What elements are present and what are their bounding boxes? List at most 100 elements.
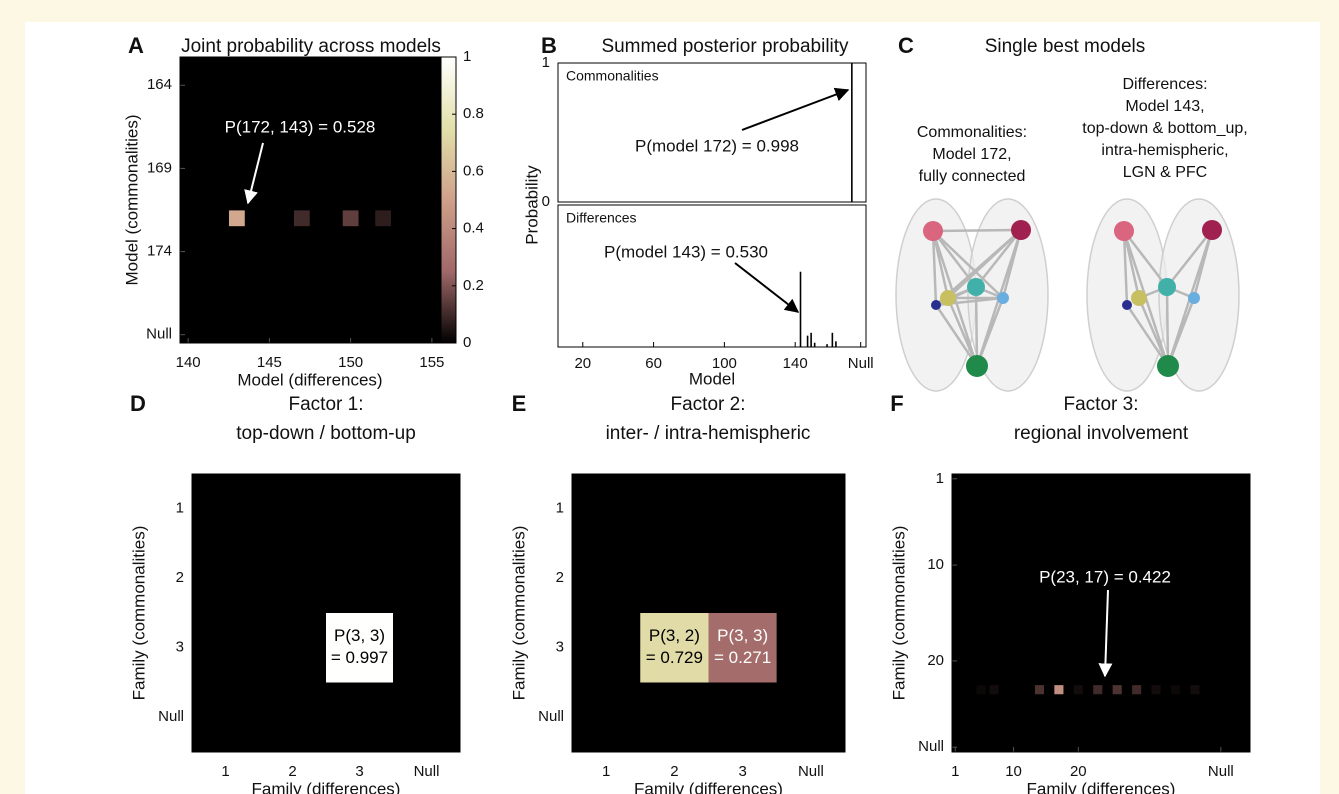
heatmap-cell	[776, 682, 845, 752]
y-axis-label: Model (commonalities)	[122, 115, 141, 286]
heatmap-cell	[393, 474, 460, 544]
heatmap-cell	[640, 682, 709, 752]
x-axis-label: Family (differences)	[252, 779, 401, 794]
heatmap-cell	[708, 613, 777, 683]
node	[1157, 355, 1179, 377]
heatmap-cell	[976, 685, 986, 695]
node	[1011, 220, 1031, 240]
x-tick-label: 10	[1005, 763, 1022, 780]
y-tick-label: 10	[927, 556, 944, 573]
x-axis-label: Family (differences)	[634, 779, 783, 794]
node	[1188, 292, 1200, 304]
heatmap-cell	[1170, 685, 1181, 695]
heatmap-cell	[192, 613, 259, 683]
colorbar-tick-label: 0	[463, 334, 471, 351]
panel-letter: B	[541, 33, 557, 58]
heatmap-cell	[776, 474, 845, 544]
panel-title: Joint probability across models	[181, 36, 441, 57]
y-axis-label: Family (commonalities)	[509, 526, 528, 701]
heatmap-cell	[1093, 685, 1103, 695]
colorbar	[440, 56, 457, 344]
y-tick-label: 169	[147, 159, 172, 176]
series-name: Commonalities	[566, 68, 659, 84]
panel-c: C Single best models Commonalities: Mode…	[895, 33, 1248, 392]
y-tick-label: 174	[147, 243, 172, 260]
y-tick-label: 3	[556, 639, 564, 656]
plot-frame	[571, 473, 846, 753]
y-tick-label: 20	[927, 652, 944, 669]
node	[997, 292, 1009, 304]
heatmap-cell	[326, 613, 393, 683]
heatmap-cell	[192, 474, 259, 544]
heatmap-cell	[1190, 685, 1200, 695]
panel-letter: D	[130, 391, 146, 416]
panel-letter: E	[512, 391, 527, 416]
x-tick-label: 1	[221, 763, 229, 780]
y-tick-label: 164	[147, 76, 172, 93]
panel-title: inter- / intra-hemispheric	[606, 423, 811, 444]
subplot-frame	[557, 62, 867, 203]
x-tick-label: 145	[257, 354, 282, 371]
heatmap-cell	[640, 543, 709, 613]
x-tick-label: Null	[1208, 763, 1234, 780]
colorbar-tick-label: 0.6	[463, 162, 484, 179]
heatmap-cell	[342, 210, 359, 227]
value-label: = 0.997	[331, 648, 388, 667]
y-tick-label: 1	[556, 500, 564, 517]
heatmap-cell	[708, 682, 777, 752]
heatmap-cell	[1132, 685, 1142, 695]
annotation: P(model 143) = 0.530	[604, 242, 768, 261]
panel-title: top-down / bottom-up	[236, 423, 416, 444]
y-tick-label: Null	[158, 708, 184, 725]
heatmap-cell	[572, 474, 641, 544]
annotation-arrow	[741, 87, 850, 131]
colorbar-tick-label: 0.8	[463, 105, 484, 122]
heatmap-cell	[259, 474, 326, 544]
heatmap-cell	[393, 682, 460, 752]
node	[967, 278, 985, 296]
x-axis-label: Model	[689, 369, 735, 388]
y-tick-label: Null	[146, 326, 172, 343]
value-label: P(3, 3)	[717, 626, 768, 645]
heatmap-cell	[326, 474, 393, 544]
caption: fully connected	[919, 168, 1026, 185]
heatmap-cell	[776, 543, 845, 613]
x-tick-label: 100	[712, 355, 737, 372]
connections	[1122, 229, 1214, 367]
annotation: P(model 172) = 0.998	[635, 136, 799, 155]
series-name: Differences	[566, 210, 637, 226]
x-tick-label: Null	[414, 763, 440, 780]
annotation: P(172, 143) = 0.528	[225, 117, 376, 136]
x-tick-label: 60	[645, 355, 662, 372]
x-axis-label: Family (differences)	[1027, 779, 1176, 794]
caption: Model 172,	[932, 146, 1011, 163]
y-tick-label: 1	[542, 54, 550, 71]
value-label: P(3, 3)	[334, 626, 385, 645]
plot-frame	[191, 473, 461, 753]
heatmap-cell	[708, 543, 777, 613]
plot-frame	[951, 473, 1251, 753]
heatmap-cell	[708, 474, 777, 544]
panel-title: Factor 1:	[289, 394, 364, 415]
x-tick-label: 150	[338, 354, 363, 371]
colorbar-tick-label: 1	[463, 48, 471, 65]
x-tick-label: 3	[355, 763, 363, 780]
heatmap-cell	[259, 613, 326, 683]
node	[1202, 220, 1222, 240]
node	[1122, 300, 1132, 310]
node	[940, 290, 956, 306]
node	[1131, 290, 1147, 306]
colorbar-tick-label: 0.4	[463, 220, 484, 237]
panel-title: Factor 2:	[671, 394, 746, 415]
heatmap-cell	[326, 682, 393, 752]
heatmap-cell	[375, 210, 392, 227]
node	[966, 355, 988, 377]
brain-right	[1086, 198, 1240, 392]
annotation-arrow	[1098, 589, 1113, 678]
heatmap-cell	[776, 613, 845, 683]
heatmap-cell	[1151, 685, 1161, 695]
heatmap-cell	[572, 613, 641, 683]
y-tick-label: 2	[556, 569, 564, 586]
